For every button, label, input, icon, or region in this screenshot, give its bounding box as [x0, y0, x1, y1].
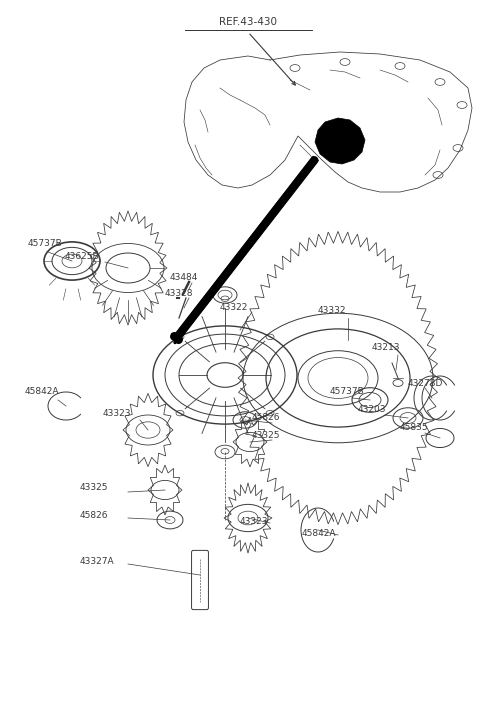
Text: 43328: 43328	[165, 289, 193, 298]
Polygon shape	[315, 118, 365, 164]
Text: 43323: 43323	[240, 517, 268, 525]
Text: REF.43-430: REF.43-430	[219, 17, 277, 27]
Text: 43213: 43213	[372, 343, 400, 351]
Text: 43322: 43322	[220, 303, 248, 311]
Text: 43332: 43332	[318, 306, 347, 315]
Text: 43484: 43484	[170, 273, 198, 282]
Text: 45842A: 45842A	[25, 386, 60, 396]
Text: 43323: 43323	[103, 408, 132, 417]
Text: 45737B: 45737B	[330, 387, 365, 396]
Text: 43325: 43325	[80, 484, 108, 493]
Text: 43203: 43203	[358, 406, 386, 415]
Text: 45737B: 45737B	[28, 239, 63, 248]
Text: 45826: 45826	[80, 510, 108, 520]
Text: 45842A: 45842A	[302, 529, 336, 539]
Text: 45826: 45826	[252, 413, 280, 422]
Text: 43327A: 43327A	[80, 556, 115, 565]
Text: 43278D: 43278D	[408, 379, 444, 387]
Text: 43625B: 43625B	[65, 253, 100, 261]
Text: 43325: 43325	[252, 432, 280, 441]
Text: 45835: 45835	[400, 424, 429, 432]
